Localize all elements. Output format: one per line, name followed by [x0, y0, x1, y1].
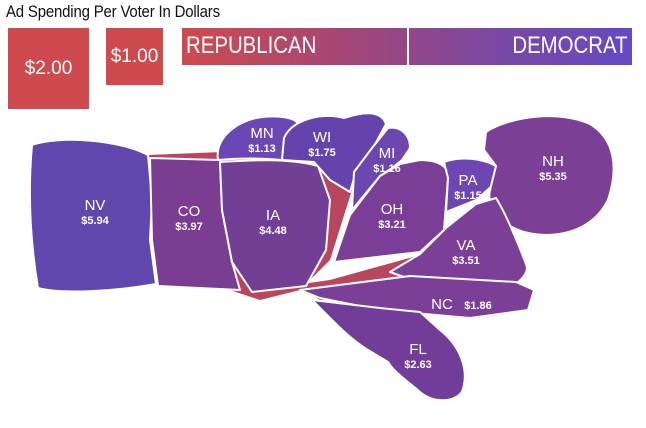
state-label-va: VA	[457, 237, 476, 254]
state-label-wi: WI	[313, 129, 331, 146]
state-value-nh: $5.35	[539, 171, 567, 183]
state-value-pa: $1.15	[454, 190, 482, 202]
state-value-oh: $3.21	[378, 219, 406, 231]
state-label-oh: OH	[381, 201, 404, 218]
state-label-ia: IA	[266, 207, 280, 224]
state-ia[interactable]	[219, 159, 331, 293]
legend-swatch-2-dollars: $2.00	[8, 28, 89, 109]
state-label-fl: FL	[409, 341, 427, 358]
state-value-co: $3.97	[175, 221, 203, 233]
state-value-va: $3.51	[452, 255, 480, 267]
state-value-ia: $4.48	[259, 225, 287, 237]
state-label-nc: NC	[431, 296, 453, 313]
state-fl[interactable]	[311, 299, 466, 402]
state-label-nv: NV	[85, 197, 106, 214]
state-pa[interactable]	[443, 157, 497, 213]
state-label-pa: PA	[459, 172, 478, 189]
state-nc[interactable]	[299, 275, 535, 319]
state-value-nc: $1.86	[464, 300, 492, 312]
legend-republican-label: REPUBLICAN	[186, 32, 317, 59]
state-value-mn: $1.13	[248, 143, 276, 155]
state-nv[interactable]	[29, 138, 157, 293]
swatch-label: $1.00	[110, 45, 159, 67]
state-label-nh: NH	[542, 153, 564, 170]
state-mn[interactable]	[216, 115, 299, 161]
state-label-mn: MN	[250, 125, 273, 142]
legend-divider	[407, 28, 409, 65]
state-label-mi: MI	[379, 145, 396, 162]
party-gradient-legend: REPUBLICAN DEMOCRAT	[182, 28, 632, 65]
swatch-label: $2.00	[24, 57, 73, 79]
state-value-fl: $2.63	[404, 359, 432, 371]
legend-democrat-label: DEMOCRAT	[512, 32, 628, 59]
state-value-mi: $1.16	[373, 163, 401, 175]
legend-swatch-1-dollar: $1.00	[106, 28, 163, 85]
state-value-nv: $5.94	[81, 215, 109, 227]
state-label-co: CO	[178, 203, 201, 220]
state-value-wi: $1.75	[308, 147, 336, 159]
page-title: Ad Spending Per Voter In Dollars	[6, 2, 220, 21]
